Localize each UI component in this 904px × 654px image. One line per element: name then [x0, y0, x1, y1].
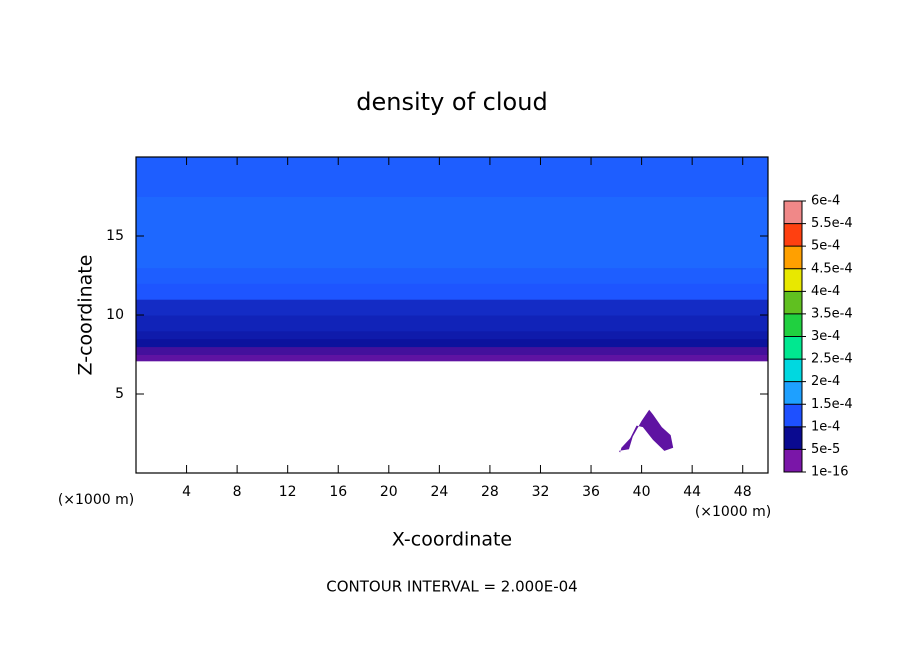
y-tick-label: 5	[115, 386, 124, 402]
colorbar-band	[784, 336, 802, 360]
density-band	[136, 346, 768, 355]
colorbar-band	[784, 291, 802, 314]
density-band	[136, 330, 768, 340]
colorbar-label: 5.5e-4	[811, 216, 853, 231]
colorbar-label: 5e-4	[811, 239, 840, 254]
x-tick-label: 8	[233, 484, 242, 500]
density-band	[136, 267, 768, 284]
colorbar-label: 1.5e-4	[811, 397, 853, 412]
colorbar-label: 4.5e-4	[811, 261, 853, 276]
x-tick-label: 48	[734, 484, 752, 500]
density-band	[136, 157, 768, 197]
density-band	[136, 338, 768, 348]
y-axis-label: Z-coordinate	[75, 255, 97, 376]
x-tick-label: 44	[683, 484, 701, 500]
x-tick-label: 24	[430, 484, 448, 500]
density-patch	[618, 409, 674, 453]
x-tick-label: 20	[380, 484, 398, 500]
y-tick-label: 15	[106, 228, 124, 244]
colorbar-band	[784, 381, 802, 405]
x-unit: (×1000 m)	[695, 504, 771, 520]
colorbar-band	[784, 359, 802, 382]
x-tick-label: 28	[481, 484, 499, 500]
density-band	[136, 354, 768, 362]
colorbar-label: 1e-16	[811, 465, 849, 480]
x-tick-label: 4	[182, 484, 191, 500]
colorbar-band	[784, 246, 802, 269]
colorbar-band	[784, 404, 802, 427]
colorbar-band	[784, 426, 802, 450]
chart-title: density of cloud	[356, 88, 547, 116]
colorbar-label: 3e-4	[811, 329, 840, 344]
colorbar-band	[784, 313, 802, 337]
colorbar-label: 6e-4	[811, 194, 840, 209]
colorbar-band	[784, 449, 802, 472]
colorbar-band	[784, 201, 802, 224]
x-tick-label: 32	[532, 484, 550, 500]
colorbar-label: 4e-4	[811, 284, 840, 299]
x-axis-label: X-coordinate	[392, 529, 512, 551]
density-band	[136, 299, 768, 316]
colorbar-label: 2.5e-4	[811, 352, 853, 367]
y-unit: (×1000 m)	[58, 492, 134, 508]
colorbar-band	[784, 223, 802, 247]
plot-area	[136, 157, 768, 453]
footer: CONTOUR INTERVAL = 2.000E-04	[326, 578, 577, 596]
x-tick-label: 16	[329, 484, 347, 500]
colorbar-label: 2e-4	[811, 374, 840, 389]
density-band	[136, 315, 768, 332]
colorbar-label: 1e-4	[811, 419, 840, 434]
x-tick-label: 40	[633, 484, 651, 500]
density-band	[136, 283, 768, 300]
x-tick-label: 36	[582, 484, 600, 500]
y-tick-label: 10	[106, 307, 124, 323]
colorbar-label: 3.5e-4	[811, 306, 853, 321]
density-band	[136, 196, 768, 269]
colorbar-label: 5e-5	[811, 442, 840, 457]
colorbar-band	[784, 268, 802, 292]
x-tick-label: 12	[279, 484, 297, 500]
